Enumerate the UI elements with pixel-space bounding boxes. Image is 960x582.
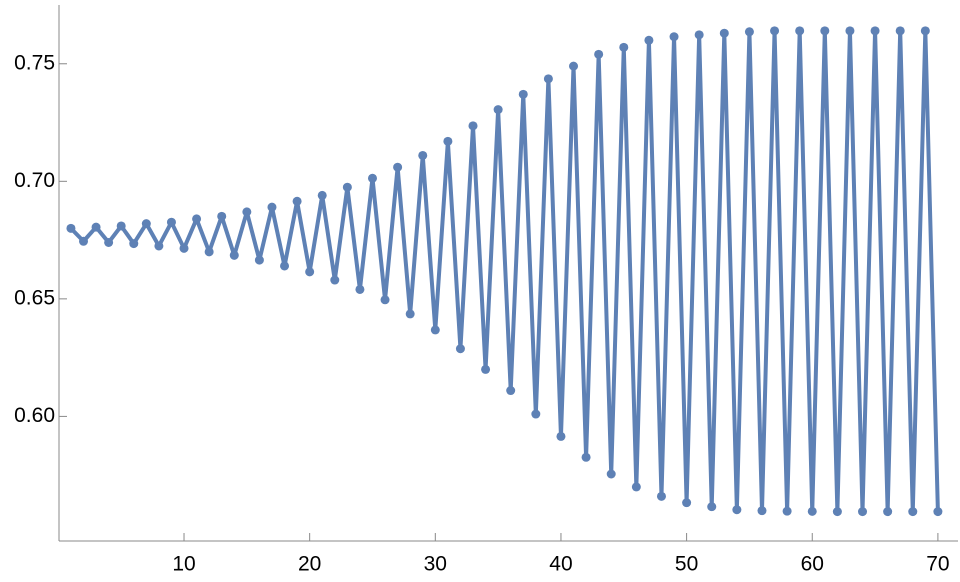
data-point: [455, 344, 465, 354]
data-point: [883, 507, 893, 517]
x-tick-label: 20: [298, 553, 321, 576]
x-tick-label: 40: [549, 553, 572, 576]
data-point: [355, 284, 365, 294]
data-point: [895, 26, 905, 36]
data-point: [908, 507, 918, 517]
data-point: [619, 42, 629, 52]
data-point: [719, 28, 729, 38]
data-point: [342, 182, 352, 192]
series-line: [69, 28, 940, 514]
data-point: [229, 250, 239, 260]
y-tick-label: 0.60: [14, 404, 55, 427]
x-tick-label: 50: [675, 553, 698, 576]
data-point: [581, 452, 591, 462]
x-tick-label: 60: [801, 553, 824, 576]
data-point: [393, 162, 403, 172]
data-point: [933, 507, 943, 517]
data-point: [104, 237, 114, 247]
data-point: [468, 121, 478, 131]
data-point: [380, 295, 390, 305]
data-point: [79, 236, 89, 246]
data-point: [606, 469, 616, 479]
data-point: [807, 506, 817, 516]
x-tick-label: 30: [424, 553, 447, 576]
data-point: [292, 196, 302, 206]
data-point: [204, 247, 214, 257]
data-point: [795, 26, 805, 36]
data-point: [594, 49, 604, 59]
data-point: [280, 261, 290, 271]
data-point: [217, 211, 227, 221]
data-point: [757, 506, 767, 516]
data-point: [682, 498, 692, 508]
data-point: [820, 26, 830, 36]
data-point: [91, 222, 101, 232]
data-point: [920, 26, 930, 36]
data-point: [543, 74, 553, 84]
data-point: [518, 89, 528, 99]
data-point: [782, 506, 792, 516]
data-point: [430, 325, 440, 335]
data-point: [317, 190, 327, 200]
x-tick-label: 70: [926, 553, 949, 576]
data-point: [644, 35, 654, 45]
data-point: [418, 150, 428, 160]
data-point: [166, 217, 176, 227]
data-point: [656, 491, 666, 501]
data-point: [858, 507, 868, 517]
data-point: [129, 239, 139, 249]
data-point: [116, 221, 126, 231]
y-tick-label: 0.70: [14, 169, 55, 192]
data-point: [242, 207, 252, 217]
data-point: [631, 482, 641, 492]
data-point: [569, 61, 579, 71]
data-point: [367, 173, 377, 183]
y-tick-label: 0.75: [14, 51, 55, 74]
data-point: [305, 267, 315, 277]
data-point: [845, 26, 855, 36]
data-point: [732, 505, 742, 515]
data-point: [254, 255, 264, 265]
data-point: [694, 30, 704, 40]
data-point: [870, 26, 880, 36]
data-point: [405, 309, 415, 319]
data-point: [141, 219, 151, 229]
y-tick-label: 0.65: [14, 286, 55, 309]
data-point: [493, 105, 503, 115]
data-point: [556, 431, 566, 441]
data-point: [179, 243, 189, 253]
data-point: [707, 502, 717, 512]
data-point: [832, 507, 842, 517]
data-point: [770, 26, 780, 36]
data-point: [744, 27, 754, 37]
data-point: [481, 364, 491, 374]
data-point: [267, 202, 277, 212]
data-point: [154, 241, 164, 251]
data-point: [669, 32, 679, 42]
data-point: [192, 214, 202, 224]
x-tick-label: 10: [172, 553, 195, 576]
data-point: [443, 136, 453, 146]
data-point: [66, 223, 76, 233]
data-point: [506, 386, 516, 396]
data-point: [330, 275, 340, 285]
data-point: [531, 409, 541, 419]
